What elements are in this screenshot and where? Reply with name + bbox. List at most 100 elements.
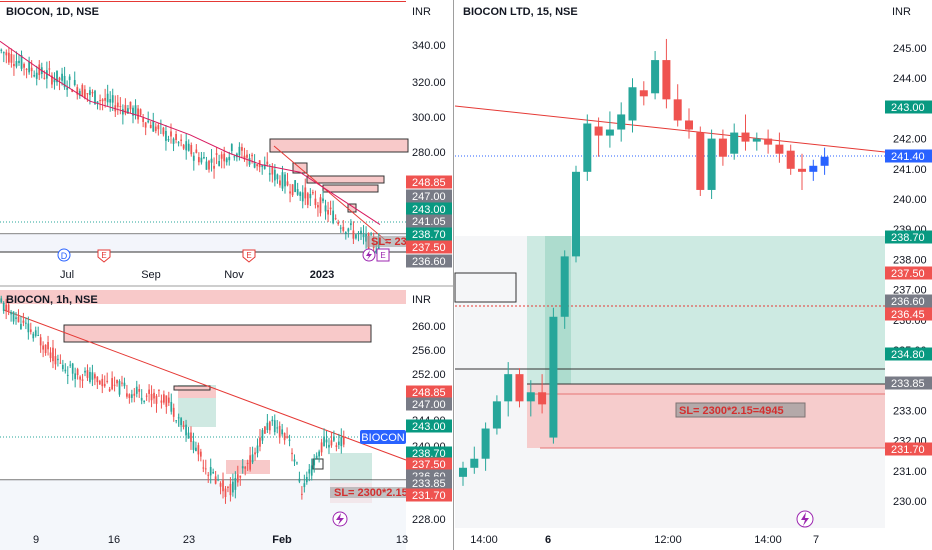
price-badge bbox=[885, 294, 932, 308]
candle-body bbox=[68, 76, 71, 81]
y-tick-label: 245.00 bbox=[893, 43, 927, 55]
daily-dividend-marker[interactable]: D bbox=[57, 248, 71, 262]
candle-body bbox=[22, 320, 25, 323]
price-badge bbox=[406, 175, 452, 189]
candle-body bbox=[218, 161, 221, 166]
hourly-symbol-badge[interactable]: BIOCON bbox=[360, 430, 406, 444]
price-badge-label: 231.70 bbox=[412, 490, 446, 502]
candle-body bbox=[308, 469, 311, 474]
candle-body bbox=[76, 87, 79, 95]
hourly-currency: INR bbox=[412, 294, 431, 306]
price-badge-label: 236.60 bbox=[891, 296, 925, 308]
candle-body bbox=[314, 198, 317, 206]
candle-body bbox=[227, 486, 229, 488]
candle-body bbox=[330, 440, 333, 446]
candle-body bbox=[2, 52, 5, 54]
price-badge bbox=[406, 202, 452, 216]
candle-body bbox=[278, 425, 281, 438]
candle-body bbox=[207, 474, 210, 476]
candle-body bbox=[271, 166, 274, 175]
candle-body bbox=[172, 138, 175, 144]
candle-body bbox=[61, 364, 64, 370]
hourly-flash-icon[interactable] bbox=[332, 511, 348, 527]
y-tick-label: 228.00 bbox=[412, 514, 446, 526]
candle-body bbox=[123, 382, 126, 387]
candle-body bbox=[273, 420, 276, 433]
candle-body bbox=[764, 138, 773, 145]
candle-body bbox=[2, 302, 5, 311]
candle-body bbox=[205, 161, 208, 170]
candle-body bbox=[116, 102, 119, 107]
hourly-symbol-label: BIOCON bbox=[361, 432, 404, 444]
daily-earnings-marker-1[interactable]: E bbox=[97, 249, 111, 263]
candle-body bbox=[526, 392, 535, 402]
candle-body bbox=[84, 370, 86, 373]
candle-body bbox=[98, 380, 101, 385]
price-badge bbox=[406, 189, 452, 203]
candle-body bbox=[35, 72, 38, 79]
candle-body bbox=[352, 230, 355, 239]
candle-body bbox=[305, 476, 308, 483]
price-badge-label: 233.85 bbox=[891, 378, 925, 390]
candle-body bbox=[605, 129, 614, 136]
candle-body bbox=[143, 400, 146, 402]
candle-body bbox=[34, 330, 37, 336]
candle-body bbox=[217, 479, 219, 481]
candle-body bbox=[17, 316, 20, 323]
candle-body bbox=[116, 379, 118, 384]
candle-body bbox=[177, 142, 180, 144]
candle-body bbox=[145, 395, 148, 397]
candle-body bbox=[266, 422, 269, 430]
candle-body bbox=[304, 187, 307, 199]
candle-body bbox=[281, 429, 284, 435]
price-badge-label: 236.45 bbox=[891, 309, 925, 321]
price-badge bbox=[406, 214, 452, 228]
candle-body bbox=[91, 372, 94, 380]
candle-body bbox=[192, 155, 195, 161]
candle-body bbox=[118, 380, 121, 395]
daily-earnings-marker-3[interactable]: E bbox=[376, 248, 390, 262]
candle-body bbox=[259, 437, 261, 447]
intraday-flash-icon[interactable] bbox=[796, 510, 814, 528]
candle-body bbox=[236, 474, 239, 483]
price-badge bbox=[885, 376, 932, 390]
candle-body bbox=[119, 105, 122, 107]
candle-body bbox=[208, 160, 210, 170]
candle-body bbox=[32, 333, 35, 339]
candle-body bbox=[44, 344, 47, 354]
price-badge-label: 236.60 bbox=[412, 256, 446, 268]
candle-body bbox=[481, 428, 490, 459]
candle-body bbox=[301, 192, 304, 202]
candle-body bbox=[752, 138, 761, 142]
price-badge-label: 248.85 bbox=[412, 177, 446, 189]
candle-body bbox=[313, 459, 316, 466]
candle-body bbox=[209, 467, 212, 476]
candle-body bbox=[281, 172, 284, 189]
x-tick-label: 16 bbox=[108, 534, 120, 546]
candle-body bbox=[820, 156, 829, 166]
y-tick-label: 320.00 bbox=[412, 77, 446, 89]
price-badge-label: 238.70 bbox=[412, 448, 446, 460]
candle-body bbox=[140, 397, 143, 401]
x-tick-label: 6 bbox=[545, 534, 551, 546]
candle-body bbox=[167, 139, 170, 141]
candle-body bbox=[248, 158, 251, 165]
candle-body bbox=[160, 400, 163, 403]
candle-body bbox=[798, 168, 806, 172]
candle-body bbox=[197, 157, 200, 163]
candle-body bbox=[33, 74, 36, 77]
daily-flash-icon[interactable] bbox=[362, 248, 376, 262]
candle-body bbox=[310, 465, 313, 476]
candle-body bbox=[170, 401, 173, 412]
hourly-x-labels: 9 16 23 Feb 13 bbox=[33, 534, 408, 546]
y-tick-label: 260.00 bbox=[412, 321, 446, 333]
daily-earnings-marker-2[interactable]: E bbox=[242, 249, 256, 263]
candle-body bbox=[23, 64, 25, 68]
candle-body bbox=[594, 126, 603, 136]
candle-body bbox=[177, 417, 180, 419]
candle-body bbox=[324, 205, 327, 212]
candle-body bbox=[243, 155, 246, 160]
